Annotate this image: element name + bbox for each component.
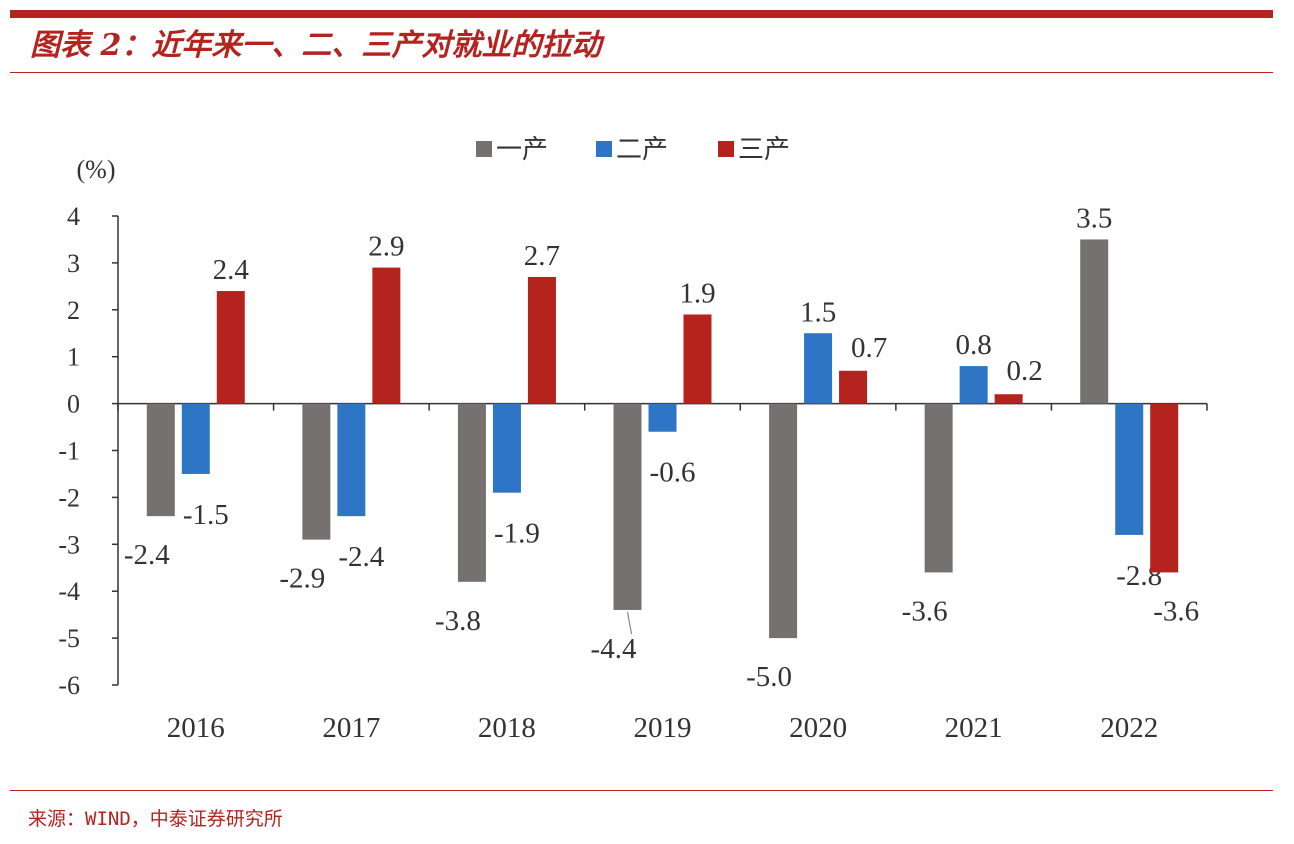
data-label-2019-series-2: -0.6 — [650, 457, 696, 489]
y-tick-label: 0 — [67, 390, 80, 419]
data-label-2019-series-1: -4.4 — [591, 633, 637, 665]
data-label-2017-series-3: 2.9 — [368, 231, 404, 263]
data-label-2016-series-3: 2.4 — [213, 254, 250, 286]
bar-2016-series-3 — [216, 291, 245, 404]
x-category-label: 2016 — [167, 712, 225, 744]
data-label-2021-series-2: 0.8 — [956, 329, 992, 361]
bar-2021-series-3 — [994, 394, 1023, 404]
y-tick-label: 4 — [67, 202, 80, 231]
x-category-label: 2017 — [322, 712, 380, 744]
legend-swatch-series-2 — [596, 141, 612, 157]
x-category-label: 2020 — [789, 712, 847, 744]
data-label-2016-series-2: -1.5 — [183, 499, 229, 531]
bar-2020-series-1 — [769, 403, 798, 639]
y-tick-label: 3 — [67, 249, 80, 278]
bar-2020-series-2 — [804, 333, 833, 404]
y-tick-label: 1 — [67, 343, 80, 372]
data-label-2020-series-2: 1.5 — [800, 296, 836, 328]
data-label-2017-series-1: -2.9 — [279, 563, 325, 595]
legend-label-series-2: 二产 — [616, 135, 668, 164]
x-category-label: 2019 — [634, 712, 692, 744]
x-category-label: 2018 — [478, 712, 536, 744]
bar-2017-series-2 — [337, 403, 366, 517]
bar-2018-series-1 — [457, 403, 486, 582]
y-tick-label: 2 — [67, 296, 80, 325]
x-category-label: 2021 — [945, 712, 1003, 744]
data-label-2018-series-3: 2.7 — [524, 240, 560, 272]
bar-chart: (%) 4 3 2 1 0 -1 -2 -3 -4 -5 -6 2016 2017 2018 2019 2020… — [58, 135, 1208, 744]
bar-2020-series-3 — [839, 370, 868, 404]
bar-2019-series-2 — [648, 403, 677, 432]
data-label-2017-series-2: -2.4 — [338, 541, 384, 573]
data-label-2020-series-3: 0.7 — [851, 332, 887, 364]
legend-swatch-series-1 — [476, 141, 492, 157]
bar-2022-series-3 — [1150, 403, 1179, 573]
bar-2019-series-1 — [613, 403, 642, 610]
bar-2022-series-1 — [1080, 239, 1109, 404]
x-category-label: 2022 — [1100, 712, 1158, 744]
data-label-2022-series-3: -3.6 — [1153, 595, 1199, 627]
legend-label-series-3: 三产 — [738, 135, 790, 164]
y-tick-label: -6 — [58, 671, 80, 700]
legend-swatch-series-3 — [718, 141, 734, 157]
y-tick-label: -1 — [58, 437, 80, 466]
bar-2018-series-2 — [492, 403, 521, 493]
bar-2016-series-2 — [181, 403, 210, 474]
bar-2016-series-1 — [146, 403, 175, 517]
bar-2022-series-2 — [1115, 403, 1144, 535]
bar-2021-series-1 — [924, 403, 953, 573]
y-tick-label: -3 — [58, 530, 80, 559]
figure-title: 图表 2：近年来一、二、三产对就业的拉动 — [30, 28, 602, 63]
bar-2018-series-3 — [527, 276, 556, 404]
legend-label-series-1: 一产 — [496, 135, 548, 164]
y-tick-label: -5 — [58, 624, 80, 653]
bar-2021-series-2 — [959, 366, 988, 404]
data-label-2019-series-3: 1.9 — [679, 277, 715, 309]
title-rule — [10, 72, 1273, 73]
bar-2019-series-3 — [683, 314, 712, 404]
y-axis-unit-label: (%) — [77, 155, 116, 184]
bar-2017-series-3 — [372, 267, 401, 404]
data-label-2021-series-3: 0.2 — [1007, 355, 1043, 387]
y-tick-label: -2 — [58, 483, 80, 512]
data-label-2021-series-1: -3.6 — [902, 595, 948, 627]
y-tick-label: -4 — [58, 577, 80, 606]
data-label-2018-series-1: -3.8 — [435, 605, 481, 637]
leader-line-2019 — [626, 611, 633, 635]
top-rule — [10, 10, 1273, 18]
data-label-2020-series-1: -5.0 — [746, 661, 792, 693]
data-label-2018-series-2: -1.9 — [494, 518, 540, 550]
source-note: 来源：WIND，中泰证券研究所 — [28, 808, 283, 830]
data-label-2016-series-1: -2.4 — [124, 539, 170, 571]
bottom-rule — [10, 790, 1273, 791]
bar-2017-series-1 — [302, 403, 331, 540]
data-label-2022-series-1: 3.5 — [1076, 202, 1112, 234]
